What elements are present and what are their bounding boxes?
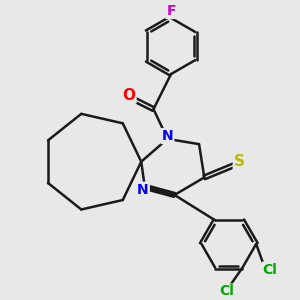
Text: F: F <box>166 4 176 18</box>
Text: O: O <box>122 88 136 103</box>
Text: S: S <box>234 154 245 169</box>
Text: N: N <box>162 129 173 143</box>
Text: Cl: Cl <box>219 284 234 298</box>
Text: Cl: Cl <box>263 262 278 277</box>
Text: N: N <box>137 183 149 197</box>
